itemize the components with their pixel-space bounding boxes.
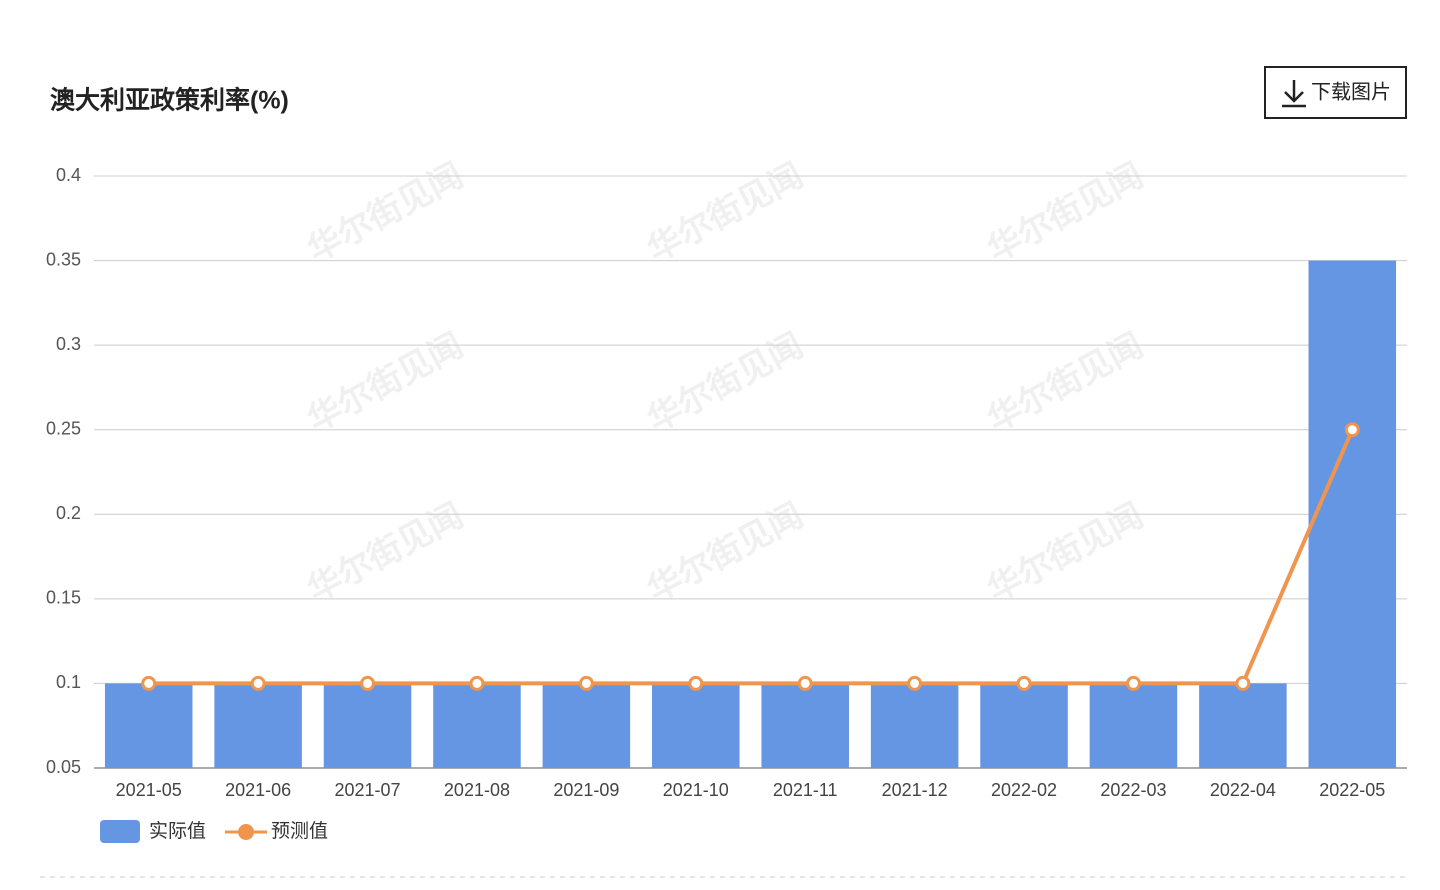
legend-swatch [238,824,254,840]
point [469,675,485,691]
x-tick-label: 2021-07 [335,780,401,800]
legend-swatch [100,820,140,843]
y-tick-label: 0.2 [56,503,81,523]
point [797,675,813,691]
legend-label: 预测值 [271,820,328,842]
point [250,675,266,691]
point [360,675,376,691]
point [141,675,157,691]
point [1344,422,1360,438]
x-tick-label: 2021-05 [116,780,182,800]
point [1016,675,1032,691]
watermark: 华尔街见闻 [641,326,809,439]
bar [214,683,302,768]
download-icon [1282,80,1306,108]
y-tick-label: 0.15 [46,588,81,608]
watermark: 华尔街见闻 [981,156,1149,269]
y-tick-label: 0.35 [46,249,81,269]
point [1125,675,1141,691]
line [148,428,1355,686]
bar [542,683,631,768]
bar [761,683,849,768]
x-tick-label: 2021-08 [444,780,510,800]
watermark: 华尔街见闻 [301,496,469,609]
bar [870,683,959,768]
x-tick-label: 2021-10 [663,780,729,800]
bar [652,683,740,768]
watermark: 华尔街见闻 [641,496,809,609]
x-tick-label: 2022-04 [1210,780,1276,800]
point [688,675,704,691]
bar [1199,683,1287,768]
download-button[interactable]: 下载图片 [1264,66,1407,119]
legend-label: 实际值 [149,820,206,842]
watermark: 华尔街见闻 [981,496,1149,609]
bar [323,683,412,768]
y-tick-label: 0.25 [46,418,81,438]
y-tick-label: 0.05 [46,757,81,777]
watermark: 华尔街见闻 [301,156,469,269]
point [578,675,594,691]
x-tick-label: 2021-12 [882,780,948,800]
x-tick-label: 2021-09 [553,780,619,800]
bar [1308,260,1397,768]
bar [1089,683,1178,768]
x-tick-label: 2022-05 [1319,780,1385,800]
bar [433,683,521,768]
y-tick-label: 0.3 [56,334,81,354]
point [907,675,923,691]
bar [104,683,193,768]
x-tick-label: 2021-11 [773,780,838,800]
watermark: 华尔街见闻 [641,156,809,269]
y-tick-label: 0.4 [56,165,81,185]
button-label[interactable]: 下载图片 [1311,80,1391,103]
watermark: 华尔街见闻 [301,326,469,439]
point [1235,675,1251,691]
watermark: 华尔街见闻 [981,326,1149,439]
button-box[interactable] [1264,66,1407,119]
y-tick-label: 0.1 [56,672,81,692]
x-tick-label: 2021-06 [225,780,291,800]
chart-title: 澳大利亚政策利率(%) [50,86,289,115]
x-tick-label: 2022-02 [991,780,1057,800]
x-tick-label: 2022-03 [1100,780,1166,800]
bar [980,683,1068,768]
